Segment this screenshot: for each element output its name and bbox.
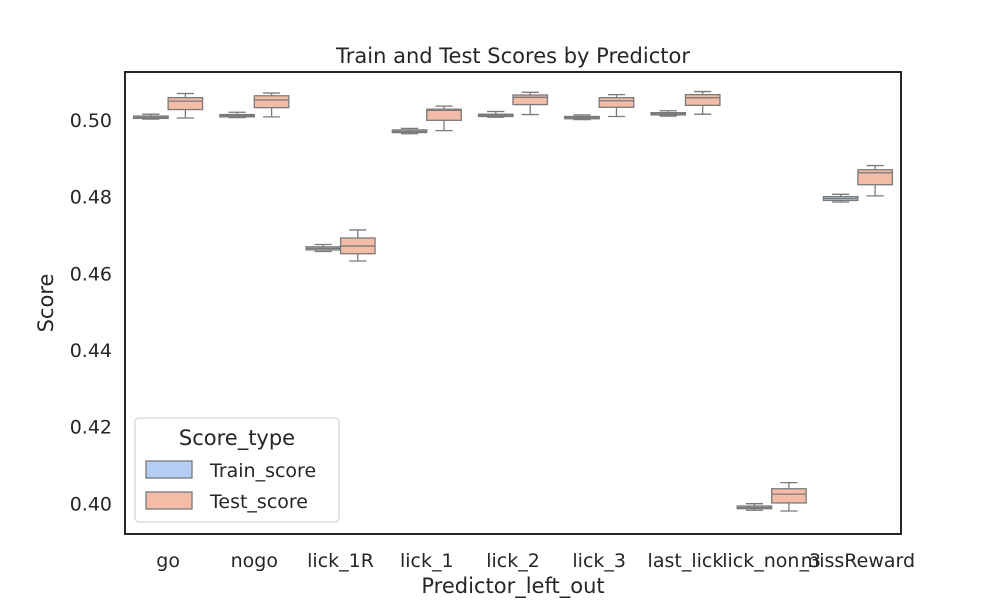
x-tick-label: lick_2	[486, 550, 540, 572]
x-axis-label: Predictor_left_out	[421, 574, 604, 599]
y-axis-label: Score	[34, 274, 58, 333]
box-test-score-lick-1	[426, 105, 462, 132]
box-train-score-nogo	[219, 111, 255, 119]
box-test-score-missReward	[857, 164, 894, 197]
x-tick-label: lick_1R	[307, 550, 374, 572]
y-tick-label: 0.46	[70, 263, 112, 285]
legend-label-test-score: Test_score	[209, 491, 308, 513]
box-train-score-lick-non-3	[736, 503, 773, 511]
legend-label-train-score: Train_score	[209, 460, 316, 482]
y-tick-label: 0.48	[70, 187, 112, 209]
y-tick-label: 0.40	[70, 493, 112, 515]
box-train-score-lick-2	[477, 110, 514, 118]
legend: Score_type Train_score Test_score	[134, 417, 340, 523]
box-train-score-lick-3	[564, 114, 600, 121]
box-test-score-lick-1R	[339, 229, 376, 262]
x-tick-label: last_lick	[648, 550, 724, 572]
x-tick-label: missReward	[801, 550, 915, 572]
x-tick-label: nogo	[231, 550, 278, 572]
box-test-score-lick-3	[598, 93, 635, 118]
x-tick-label: go	[156, 550, 180, 572]
box-plot-boxes	[132, 90, 894, 512]
y-tick-label: 0.42	[70, 417, 112, 439]
box-train-score-go	[132, 113, 169, 120]
y-tick-label: 0.44	[70, 340, 112, 362]
box-train-score-last-lick	[650, 110, 687, 117]
x-axis-ticks: go nogo lick_1R lick_1 lick_2 lick_3 last_lick…	[156, 550, 915, 572]
box-test-score-lick-2	[512, 91, 549, 116]
box-body	[771, 488, 807, 504]
box-test-score-nogo	[253, 92, 290, 118]
box-train-score-lick-1R	[305, 243, 342, 253]
y-tick-label: 0.50	[70, 110, 112, 132]
legend-title: Score_type	[179, 426, 295, 451]
x-tick-label: lick_non_3	[722, 550, 821, 572]
x-tick-label: lick_1	[400, 550, 454, 572]
box-train-score-lick-1	[391, 127, 428, 135]
x-tick-label: lick_3	[572, 550, 626, 572]
box-body	[857, 169, 894, 186]
box-body	[598, 97, 635, 108]
box-body	[512, 94, 549, 106]
box-body	[684, 93, 721, 107]
box-body	[426, 108, 462, 121]
legend-swatch-train-score	[145, 460, 193, 479]
box-test-score-last-lick	[684, 90, 721, 115]
box-test-score-lick-non-3	[771, 481, 807, 512]
chart-title: Train and Test Scores by Predictor	[335, 44, 690, 68]
legend-swatch-test-score	[145, 491, 193, 510]
box-body	[253, 95, 290, 109]
box-train-score-missReward	[822, 193, 859, 203]
box-body	[167, 97, 204, 111]
y-axis-ticks: 0.40 0.42 0.44 0.46 0.48 0.50	[70, 110, 112, 515]
plot-area-frame	[124, 71, 902, 535]
box-test-score-go	[167, 92, 204, 119]
